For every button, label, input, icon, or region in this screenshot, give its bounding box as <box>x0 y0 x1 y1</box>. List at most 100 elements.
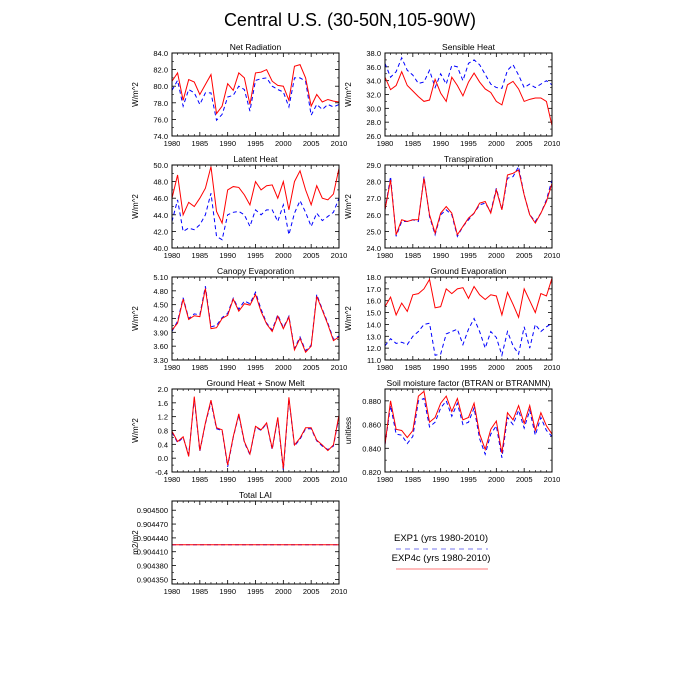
x-tick-label: 1990 <box>219 475 236 484</box>
y-tick-label: 3.90 <box>153 328 168 337</box>
series-line-exp4c <box>171 166 340 225</box>
chart-panel-7: Ground Heat + Snow Melt W/m^2 1980 1985 1990… <box>131 378 347 484</box>
y-axis-label: W/m^2 <box>344 82 353 107</box>
y-tick-label: 36.0 <box>366 63 381 72</box>
y-tick-label: 5.10 <box>153 273 168 282</box>
y-axis-label: W/m^2 <box>131 194 140 219</box>
y-tick-label: 14.0 <box>366 320 381 329</box>
chart-panel-5: Canopy Evaporation W/m^2 1980 1985 1990 1995 2… <box>131 266 347 372</box>
y-tick-label: 17.0 <box>366 285 381 294</box>
x-tick-label: 1980 <box>377 139 394 148</box>
x-tick-label: 1990 <box>432 139 449 148</box>
y-tick-label: 32.0 <box>366 91 381 100</box>
y-tick-label: 0.8 <box>158 427 168 436</box>
y-axis-label: W/m^2 <box>131 418 140 443</box>
x-tick-label: 1995 <box>247 587 264 596</box>
chart-panel-6: Ground Evaporation W/m^2 1980 1985 1990 1995 2… <box>344 266 560 372</box>
x-tick-label: 1995 <box>247 475 264 484</box>
x-tick-label: 1980 <box>377 363 394 372</box>
x-tick-label: 1980 <box>377 251 394 260</box>
x-tick-label: 2000 <box>488 363 505 372</box>
y-tick-label: 3.60 <box>153 342 168 351</box>
y-tick-label: 78.0 <box>153 99 168 108</box>
y-tick-label: 3.30 <box>153 356 168 365</box>
y-tick-label: 1.2 <box>158 413 168 422</box>
x-tick-label: 1990 <box>432 363 449 372</box>
y-tick-label: 26.0 <box>366 132 381 141</box>
y-axis-label: W/m^2 <box>131 82 140 107</box>
y-tick-label: 4.80 <box>153 287 168 296</box>
x-tick-label: 2005 <box>303 587 320 596</box>
y-tick-label: 46.0 <box>153 194 168 203</box>
plot-frame <box>384 276 553 361</box>
chart-title: Total LAI <box>239 490 272 500</box>
y-axis-label: W/m^2 <box>344 194 353 219</box>
y-tick-label: 29.0 <box>366 161 381 170</box>
x-tick-label: 1985 <box>404 475 421 484</box>
x-tick-label: 2005 <box>303 475 320 484</box>
x-tick-label: 2005 <box>516 139 533 148</box>
y-axis-label: W/m^2 <box>344 306 353 331</box>
x-tick-label: 1990 <box>219 139 236 148</box>
y-tick-label: 0.904440 <box>137 534 168 543</box>
y-tick-label: 2.0 <box>158 385 168 394</box>
legend-label-exp4c: EXP4c (yrs 1980-2010) <box>392 553 491 564</box>
y-axis-label: W/m^2 <box>131 306 140 331</box>
x-tick-label: 1995 <box>460 363 477 372</box>
plot-frame <box>384 164 553 249</box>
x-tick-label: 2010 <box>331 587 348 596</box>
series-line-exp4c <box>384 169 553 236</box>
chart-panel-2: Sensible Heat W/m^2 1980 1985 1990 1995 2000 20… <box>344 42 560 148</box>
series-line-exp1 <box>384 397 553 458</box>
y-tick-label: 25.0 <box>366 227 381 236</box>
x-tick-label: 2000 <box>275 139 292 148</box>
plot-frame <box>171 276 340 361</box>
y-tick-label: 80.0 <box>153 82 168 91</box>
x-tick-label: 1980 <box>164 475 181 484</box>
plot-frame <box>171 388 340 473</box>
plot-frame <box>171 500 340 585</box>
y-tick-label: 0.904470 <box>137 520 168 529</box>
x-tick-label: 2010 <box>331 363 348 372</box>
x-tick-label: 2000 <box>275 475 292 484</box>
x-tick-label: 1980 <box>164 251 181 260</box>
x-tick-label: 1995 <box>460 475 477 484</box>
y-tick-label: 16.0 <box>366 297 381 306</box>
series-line-exp1 <box>384 317 553 358</box>
y-axis-label: m2/m2 <box>131 530 140 555</box>
chart-title: Canopy Evaporation <box>217 266 294 276</box>
chart-panel-3: Latent Heat W/m^2 1980 1985 1990 1995 2000 2005… <box>131 154 347 260</box>
x-tick-label: 1985 <box>404 363 421 372</box>
y-tick-label: 76.0 <box>153 115 168 124</box>
x-tick-label: 2010 <box>544 363 561 372</box>
y-tick-label: 0.0 <box>158 454 168 463</box>
legend: EXP1 (yrs 1980-2010) EXP4c (yrs 1980-201… <box>392 533 491 570</box>
series-line-exp1 <box>171 77 340 122</box>
x-tick-label: 1985 <box>191 363 208 372</box>
x-tick-label: 1985 <box>191 475 208 484</box>
y-tick-label: 42.0 <box>153 227 168 236</box>
chart-title: Net Radiation <box>230 42 282 52</box>
y-tick-label: 26.0 <box>366 211 381 220</box>
x-tick-label: 1990 <box>432 475 449 484</box>
x-tick-label: 2000 <box>488 251 505 260</box>
chart-title: Latent Heat <box>234 154 279 164</box>
x-tick-label: 1985 <box>404 251 421 260</box>
series-line-exp1 <box>384 56 553 90</box>
y-tick-label: 30.0 <box>366 104 381 113</box>
chart-panel-8: Soil moisture factor (BTRAN or BTRANMN) u… <box>344 378 560 484</box>
y-tick-label: 1.6 <box>158 399 168 408</box>
chart-title: Ground Heat + Snow Melt <box>206 378 305 388</box>
x-tick-label: 1980 <box>164 363 181 372</box>
y-tick-label: 48.0 <box>153 178 168 187</box>
x-tick-label: 2005 <box>516 251 533 260</box>
y-tick-label: 0.4 <box>158 440 168 449</box>
x-tick-label: 1995 <box>247 139 264 148</box>
x-tick-label: 2000 <box>275 363 292 372</box>
x-tick-label: 2010 <box>544 475 561 484</box>
x-tick-label: 1980 <box>164 139 181 148</box>
x-tick-label: 2000 <box>275 251 292 260</box>
y-tick-label: 0.904380 <box>137 562 168 571</box>
y-tick-label: 38.0 <box>366 49 381 58</box>
